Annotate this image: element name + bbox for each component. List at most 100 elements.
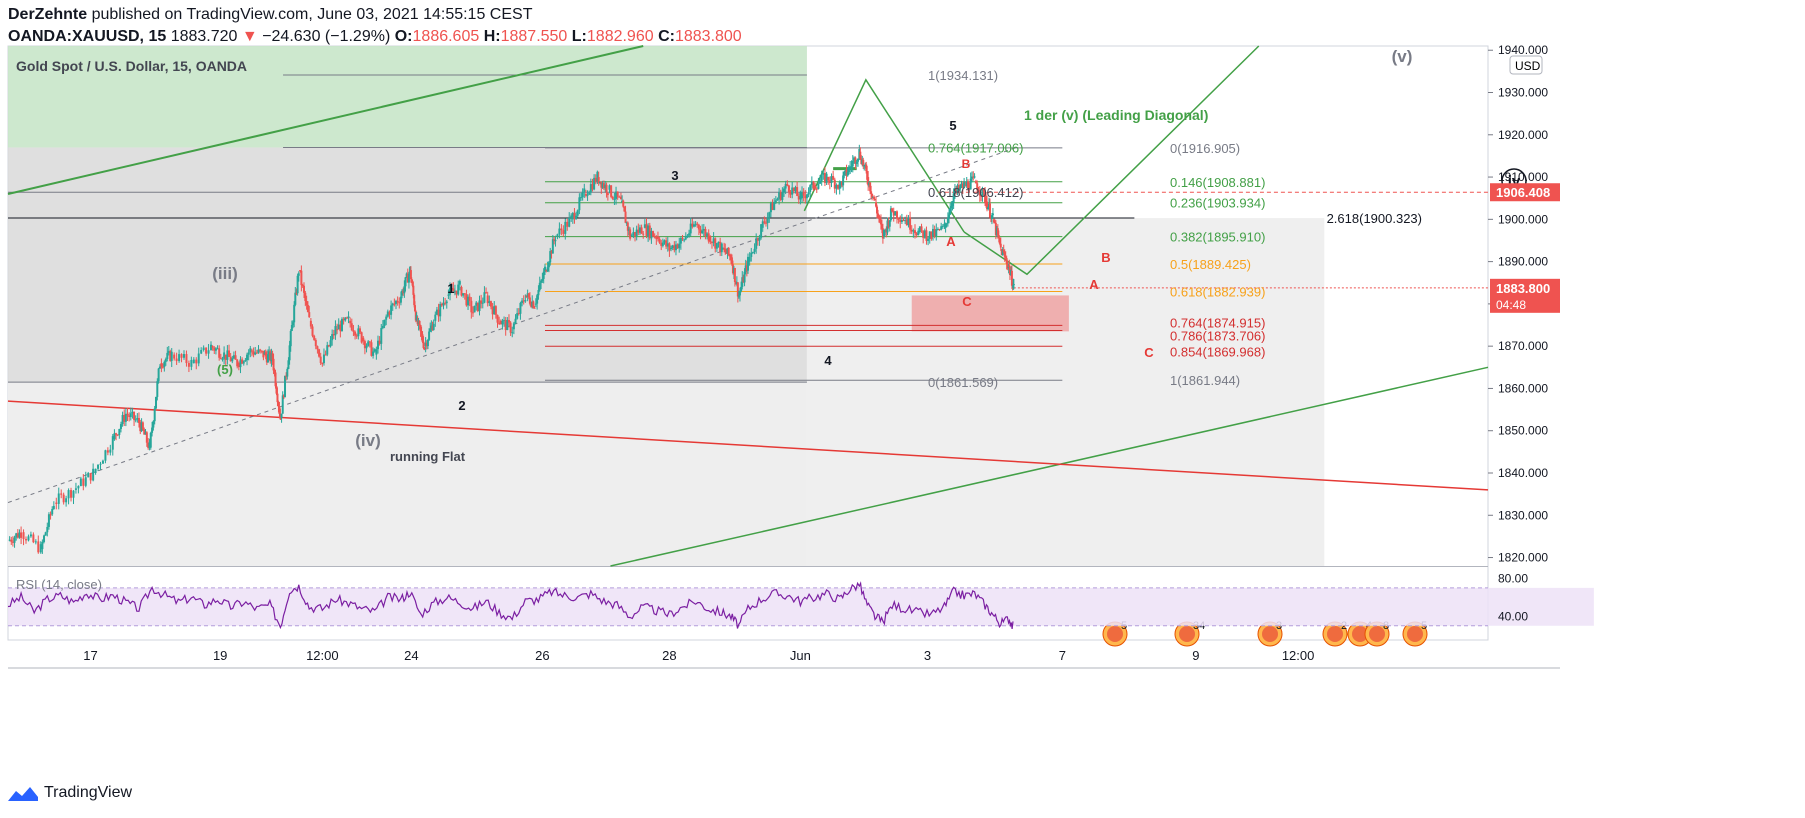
candle-body <box>425 342 428 347</box>
x-tick-label: 3 <box>924 648 931 663</box>
candle-body <box>161 366 164 368</box>
candle-body <box>710 242 713 244</box>
candle-body <box>314 339 317 347</box>
fib-zone-light-lower <box>8 382 807 566</box>
candle-body <box>133 411 136 420</box>
candle-body <box>580 197 583 199</box>
candle-body <box>390 305 393 315</box>
candle-body <box>830 176 833 183</box>
candle-body <box>153 408 156 422</box>
candle-body <box>542 271 545 279</box>
candle-body <box>175 358 178 362</box>
ohlc-legend: OANDA:XAUUSD, 15 1883.720 ▼ −24.630 (−1.… <box>8 28 742 46</box>
rsi-tick-label: 40.00 <box>1498 609 1528 623</box>
candle-body <box>287 360 290 369</box>
candle-body <box>778 191 781 199</box>
candle-body <box>156 381 159 397</box>
flag-us-icon <box>1369 626 1385 642</box>
candle-body <box>753 248 756 252</box>
candle-body <box>52 505 55 510</box>
author-name[interactable]: DerZehnte <box>8 6 88 23</box>
candle-body <box>218 348 221 358</box>
candle-body <box>295 292 298 294</box>
projected-wave-v <box>963 45 1260 276</box>
red-trendline <box>7 400 1489 491</box>
x-tick-label: 19 <box>213 648 227 663</box>
candle-body <box>498 322 501 325</box>
y-tick-label: 1870.000 <box>1498 339 1548 353</box>
candle-body <box>936 228 939 230</box>
candle-body <box>568 217 571 227</box>
candle-body <box>403 286 406 294</box>
candle-body <box>611 196 614 199</box>
candle-body <box>97 464 100 469</box>
candle-body <box>74 488 77 490</box>
candle-body <box>185 354 188 364</box>
fib-zone-dark <box>8 147 807 383</box>
candle-body <box>321 362 324 364</box>
candle-body <box>586 194 589 196</box>
wave-label: 2 <box>458 398 465 413</box>
candle-body <box>761 221 764 228</box>
symbol-label[interactable]: OANDA:XAUUSD, 15 <box>8 28 167 45</box>
candle-body <box>426 339 429 347</box>
candle-body <box>951 202 954 207</box>
candle-body <box>67 490 70 499</box>
candle-body <box>319 356 322 363</box>
candle-body <box>297 273 300 276</box>
candle-body <box>113 433 116 440</box>
candle-body <box>46 526 49 533</box>
price-axis-value: 1906.408 <box>1496 185 1550 200</box>
candle-body <box>352 330 355 332</box>
candle-body <box>851 160 854 167</box>
candle-body <box>549 251 552 263</box>
candle-body <box>625 222 628 224</box>
candle-body <box>604 184 607 189</box>
candle-body <box>750 252 753 257</box>
candle-body <box>236 359 239 367</box>
candle-body <box>270 353 273 362</box>
candle-body <box>232 355 235 359</box>
candle-body <box>530 303 533 307</box>
candle-body <box>435 309 438 315</box>
fib-right-label: 0.618(1882.939) <box>1170 284 1265 299</box>
candle-body <box>365 345 368 349</box>
candle-body <box>566 221 569 227</box>
candle-body <box>877 215 880 219</box>
candle-body <box>892 210 895 216</box>
candle-body <box>763 221 766 223</box>
tradingview-brand[interactable]: TradingView <box>8 784 132 802</box>
candle-body <box>424 342 427 347</box>
candle-body <box>558 228 561 235</box>
candle-body <box>271 353 274 360</box>
candle-body <box>360 332 363 343</box>
candle-body <box>404 277 407 287</box>
candle-body <box>647 225 650 236</box>
candle-body <box>756 238 759 241</box>
candle-body <box>140 422 143 432</box>
candle-body <box>538 282 541 291</box>
candle-body <box>660 242 663 246</box>
flag-us-icon <box>1262 626 1278 642</box>
candle-body <box>331 334 334 341</box>
candle-body <box>316 346 319 350</box>
candle-body <box>180 354 183 358</box>
candle-body <box>62 494 65 503</box>
candle-body <box>663 240 666 243</box>
brand-text: TradingView <box>44 784 133 801</box>
fib-right-label: 0.146(1908.881) <box>1170 175 1265 190</box>
candle-body <box>106 450 109 453</box>
candle-body <box>930 231 933 239</box>
candle-body <box>37 541 40 553</box>
candle-body <box>964 185 967 187</box>
candle-body <box>503 320 506 322</box>
candle-body <box>170 351 173 361</box>
candle-body <box>252 351 255 355</box>
fib-right-label: 0.382(1895.910) <box>1170 230 1265 245</box>
candle-body <box>432 323 435 330</box>
candle-body <box>166 352 169 359</box>
candle-body <box>982 188 985 193</box>
candle-body <box>570 215 573 218</box>
candle-body <box>720 243 723 253</box>
